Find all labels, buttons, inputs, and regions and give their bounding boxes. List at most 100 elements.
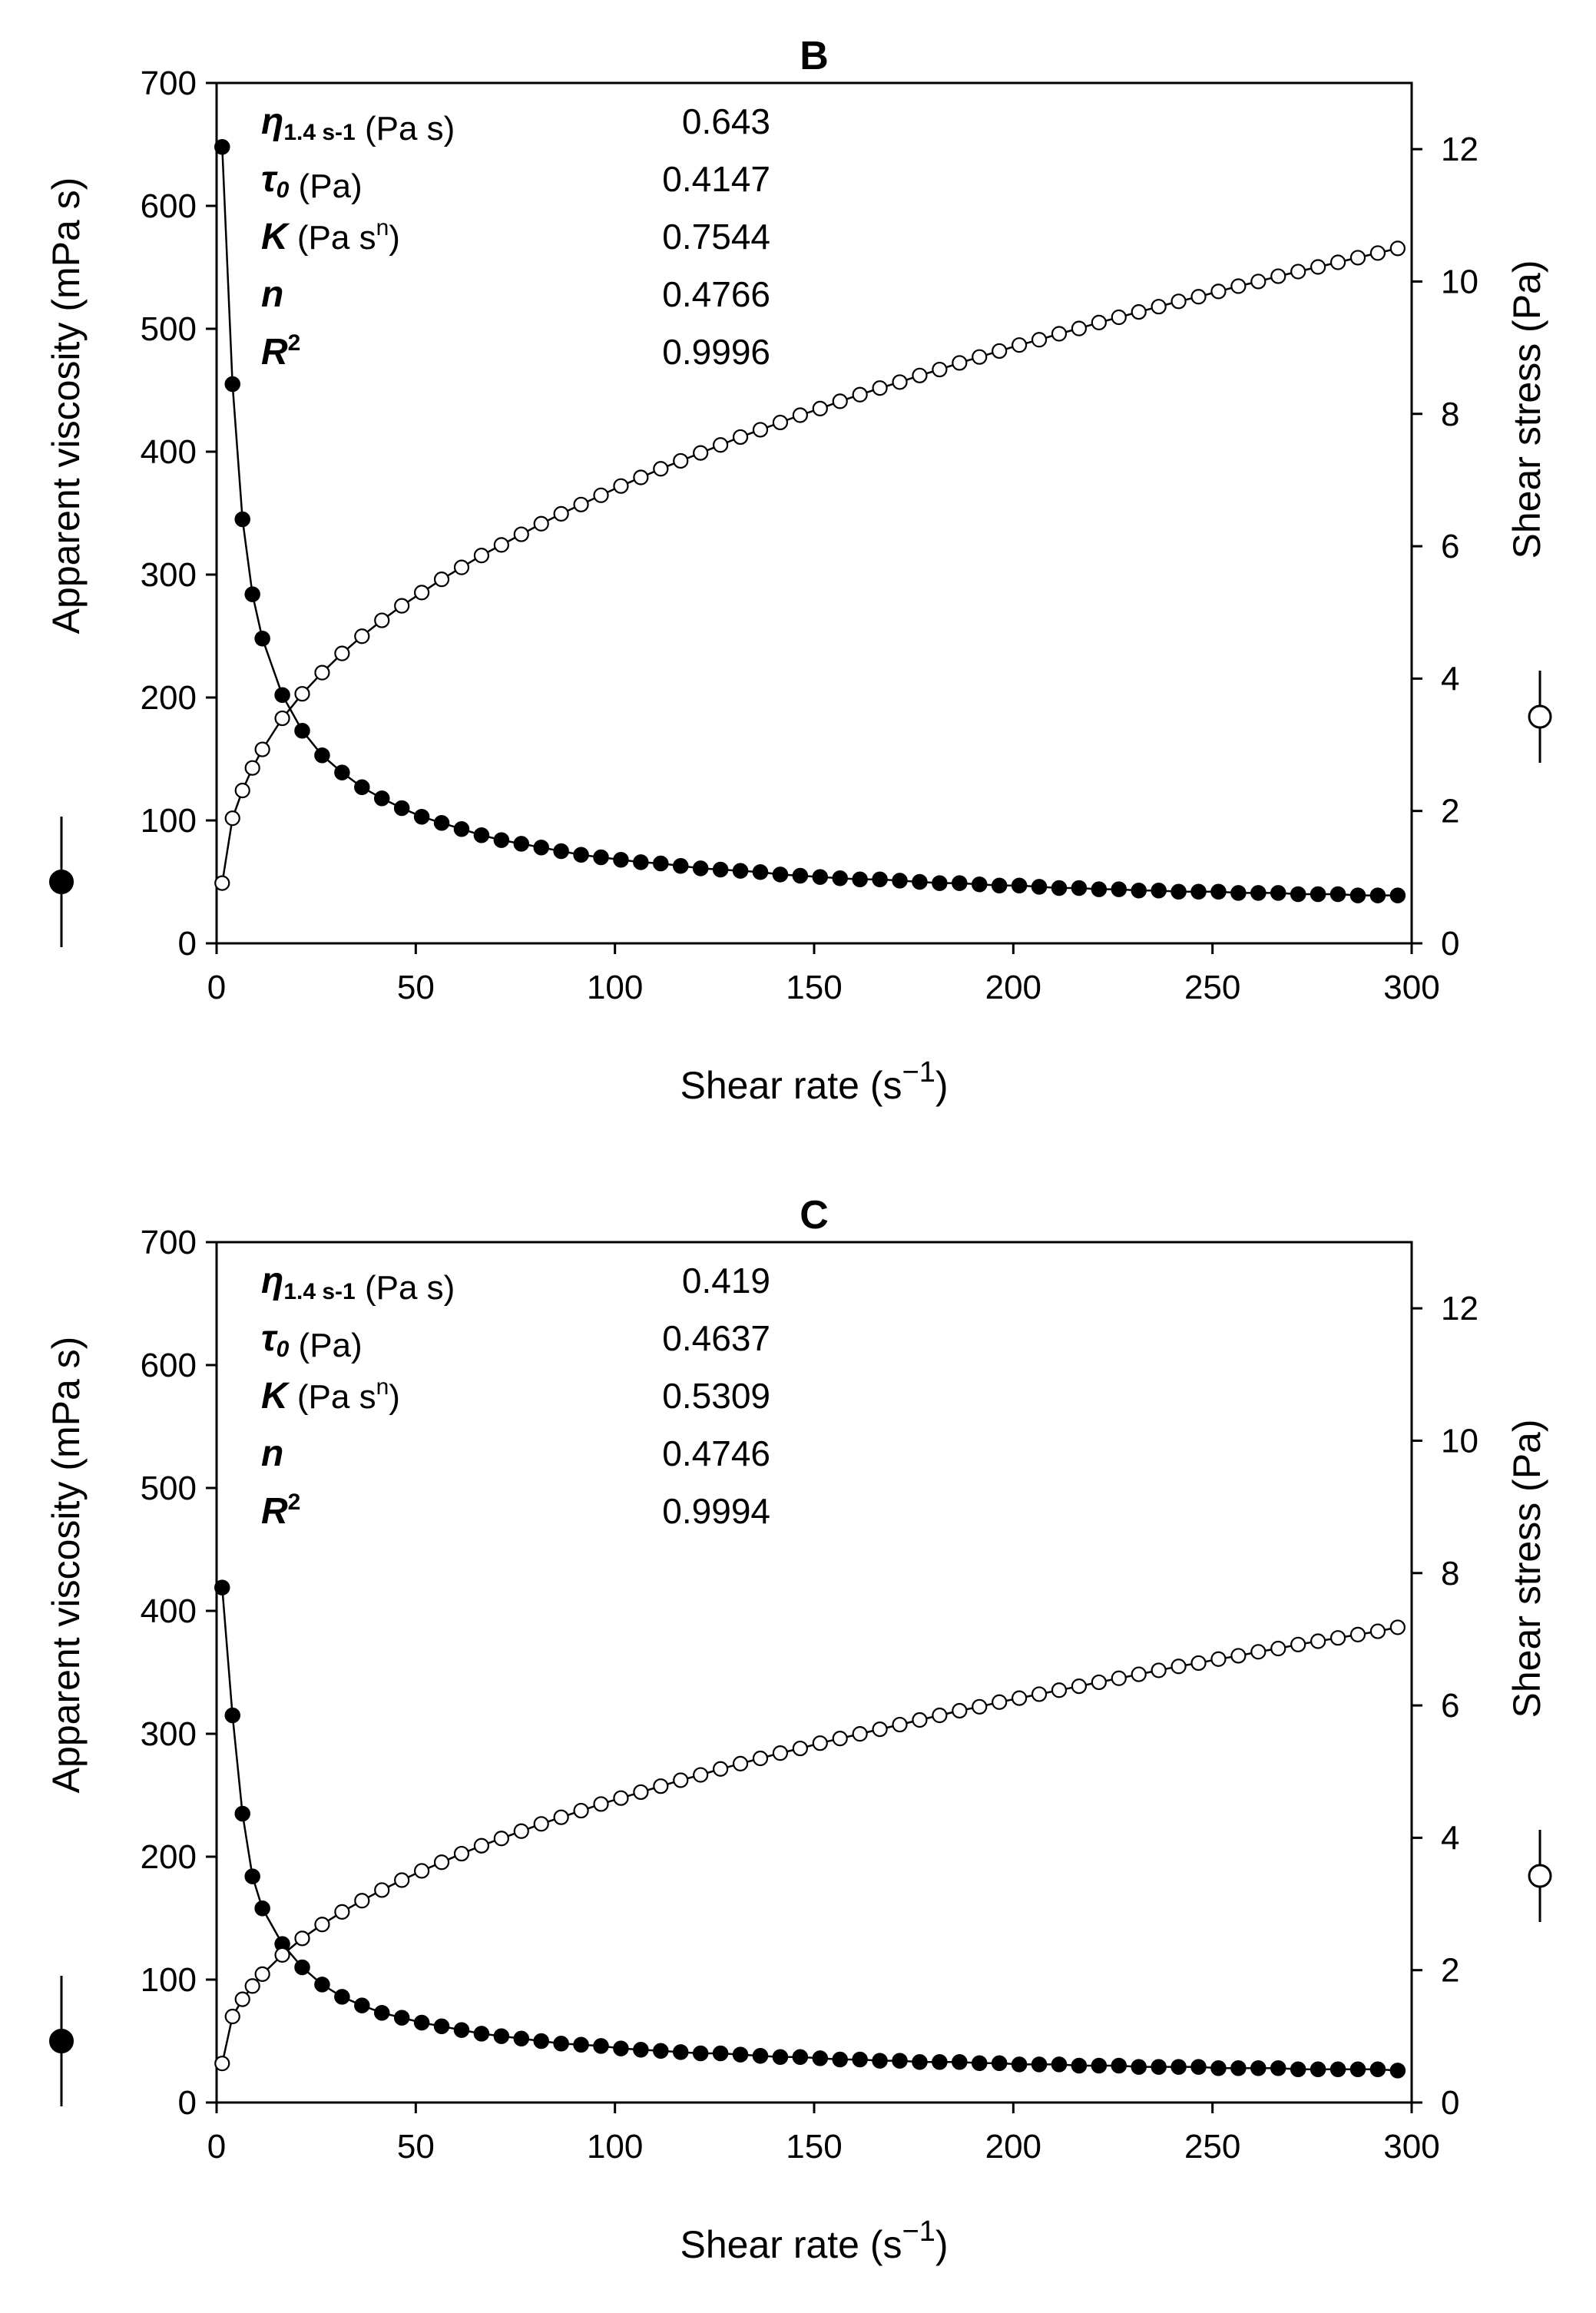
shear-stress-point — [633, 469, 649, 485]
apparent-viscosity-point — [812, 2050, 829, 2066]
apparent-viscosity-point — [294, 1959, 310, 1976]
y-right-legend-marker — [1528, 1864, 1552, 1888]
shear-stress-point — [1329, 1630, 1346, 1646]
apparent-viscosity-point — [573, 2036, 589, 2053]
apparent-viscosity-point — [553, 2035, 569, 2052]
shear-stress-point — [1151, 1662, 1167, 1678]
shear-stress-point — [673, 452, 689, 469]
shear-stress-point — [1230, 278, 1247, 294]
shear-stress-point — [1210, 283, 1227, 300]
shear-stress-point — [772, 1745, 789, 1761]
x-tick-label: 100 — [587, 2128, 643, 2166]
shear-stress-point — [553, 1809, 569, 1825]
y-left-tick-label: 300 — [141, 1715, 197, 1753]
chart-panel-b: B0 50 100 150 200 250 300010020030040050060070… — [45, 34, 1552, 1107]
shear-stress-point — [573, 1802, 589, 1819]
shear-stress-point — [1389, 240, 1406, 257]
shear-stress-point — [832, 1731, 848, 1747]
apparent-viscosity-point — [1329, 2061, 1346, 2078]
y-left-tick-label: 100 — [141, 1961, 197, 1999]
apparent-viscosity-point — [234, 1805, 250, 1822]
apparent-viscosity-point — [971, 2055, 988, 2072]
y-left-tick-label: 700 — [141, 1224, 197, 1261]
shear-stress-point — [792, 1740, 808, 1757]
apparent-viscosity-point — [872, 871, 888, 888]
apparent-viscosity-point — [653, 2043, 669, 2059]
apparent-viscosity-point — [573, 847, 589, 863]
apparent-viscosity-point — [732, 863, 749, 879]
shear-stress-point — [234, 1991, 250, 2007]
shear-stress-point — [244, 760, 260, 776]
y-left-axis-title: Apparent viscosity (mPa s) — [45, 1337, 88, 1794]
shear-stress-point — [1031, 1686, 1048, 1702]
apparent-viscosity-point — [1210, 2059, 1227, 2076]
x-tick-label: 250 — [1184, 2128, 1240, 2166]
shear-stress-point — [852, 1726, 868, 1742]
shear-stress-line — [221, 1626, 1399, 2064]
apparent-viscosity-point — [712, 861, 729, 878]
y-left-tick-label: 300 — [141, 556, 197, 594]
y-left-tick-label: 0 — [178, 2084, 197, 2122]
y-right-tick-label: 10 — [1441, 1422, 1478, 1460]
shear-stress-point — [294, 686, 310, 702]
shear-stress-point — [453, 559, 470, 575]
shear-stress-point — [1131, 303, 1147, 320]
apparent-viscosity-point — [653, 855, 669, 872]
apparent-viscosity-point — [1091, 2057, 1108, 2074]
apparent-viscosity-point — [234, 511, 250, 528]
shear-stress-point — [992, 1694, 1008, 1710]
x-tick-label: 100 — [587, 969, 643, 1006]
y-right-tick-label: 12 — [1441, 1290, 1478, 1327]
shear-stress-point — [1071, 320, 1088, 336]
x-axis-title: Shear rate (s−1) — [680, 1056, 949, 1107]
apparent-viscosity-point — [1290, 886, 1306, 903]
annotation-value: 0.4766 — [662, 274, 770, 314]
annotation-value: 0.4147 — [662, 159, 770, 199]
apparent-viscosity-point — [354, 779, 370, 796]
y-left-tick-label: 600 — [141, 1347, 197, 1384]
apparent-viscosity-point — [533, 2033, 549, 2050]
apparent-viscosity-point — [692, 860, 709, 876]
shear-stress-point — [1329, 254, 1346, 270]
shear-stress-point — [1210, 1651, 1227, 1667]
shear-stress-point — [713, 1761, 729, 1777]
apparent-viscosity-point — [752, 863, 769, 880]
shear-stress-point — [1230, 1648, 1247, 1664]
chart-title: C — [800, 1193, 829, 1238]
shear-stress-point — [593, 1796, 609, 1812]
shear-stress-point — [1111, 1670, 1127, 1686]
shear-stress-point — [613, 1790, 629, 1806]
apparent-viscosity-point — [1131, 2059, 1147, 2075]
shear-stress-point — [613, 478, 629, 494]
y-right-tick-label: 0 — [1441, 925, 1459, 963]
apparent-viscosity-line — [221, 147, 1398, 896]
apparent-viscosity-point — [852, 871, 868, 888]
shear-stress-point — [1171, 1659, 1187, 1675]
plot-frame — [215, 1241, 1413, 2104]
shear-stress-point — [653, 461, 669, 477]
shear-stress-point — [593, 487, 609, 503]
shear-stress-point — [732, 1755, 749, 1771]
apparent-viscosity-point — [513, 2030, 530, 2047]
shear-stress-point — [394, 1872, 410, 1888]
apparent-viscosity-point — [932, 2053, 948, 2070]
x-tick-label: 300 — [1383, 969, 1439, 1006]
shear-stress-point — [214, 875, 230, 891]
apparent-viscosity-point — [1389, 887, 1406, 903]
shear-stress-point — [374, 1882, 390, 1898]
shear-stress-point — [414, 1863, 430, 1879]
y-right-tick-label: 8 — [1441, 1555, 1459, 1592]
apparent-viscosity-point — [224, 376, 240, 393]
shear-stress-point — [433, 1854, 450, 1871]
x-tick-label: 0 — [207, 969, 226, 1006]
y-right-tick-label: 2 — [1441, 1952, 1459, 1990]
shear-stress-point — [453, 1845, 470, 1862]
shear-stress-point — [473, 1837, 490, 1854]
x-tick-label: 200 — [985, 969, 1041, 1006]
y-left-axis-title: Apparent viscosity (mPa s) — [45, 177, 88, 635]
apparent-viscosity-point — [1091, 881, 1108, 897]
shear-stress-point — [1091, 314, 1107, 330]
apparent-viscosity-point — [393, 2010, 410, 2026]
chart-panel-c: C0 50 100 150 200 250 300010020030040050060070… — [45, 1193, 1552, 2266]
